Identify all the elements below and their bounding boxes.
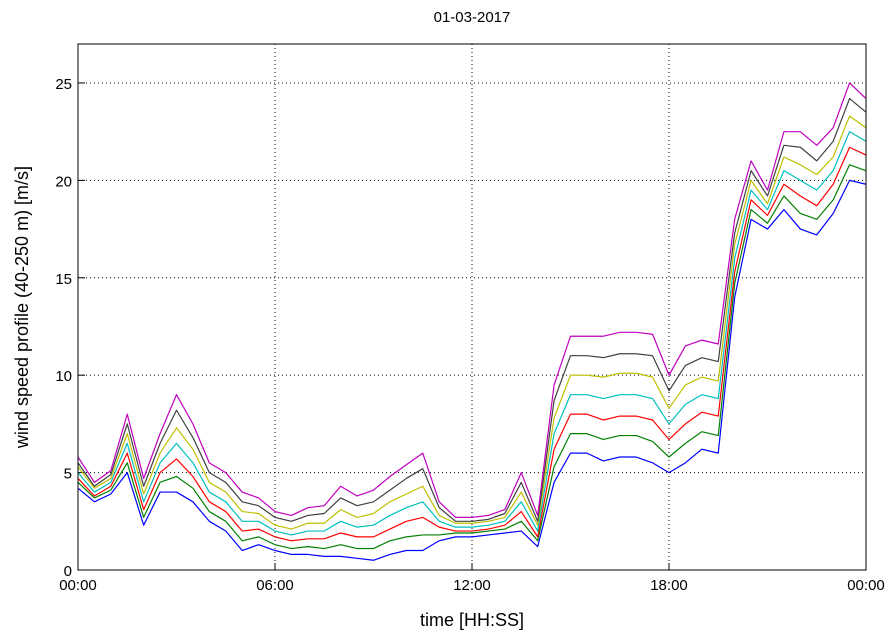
series-line [77,179,867,561]
series-line [77,97,867,522]
x-axis-label: time [HH:SS] [420,610,524,630]
x-tick-label: 00:00 [59,577,97,594]
series-line [77,82,867,518]
x-tick-label: 18:00 [650,577,688,594]
y-tick-label: 25 [55,76,72,93]
series-line [77,115,867,530]
y-tick-label: 10 [55,368,72,385]
chart-title: 01-03-2017 [434,9,511,26]
series-line [77,146,867,542]
series-line [77,131,867,536]
plot-frame [77,43,867,571]
y-tick-label: 0 [64,563,72,580]
x-tick-label: 00:00 [847,577,885,594]
y-tick-label: 15 [55,271,72,288]
y-tick-label: 20 [55,173,72,190]
x-tick-label: 06:00 [256,577,294,594]
y-axis-label: wind speed profile (40-250 m) [m/s] [12,166,32,449]
series-line [77,164,867,550]
y-tick-label: 5 [64,466,72,483]
x-tick-label: 12:00 [453,577,491,594]
